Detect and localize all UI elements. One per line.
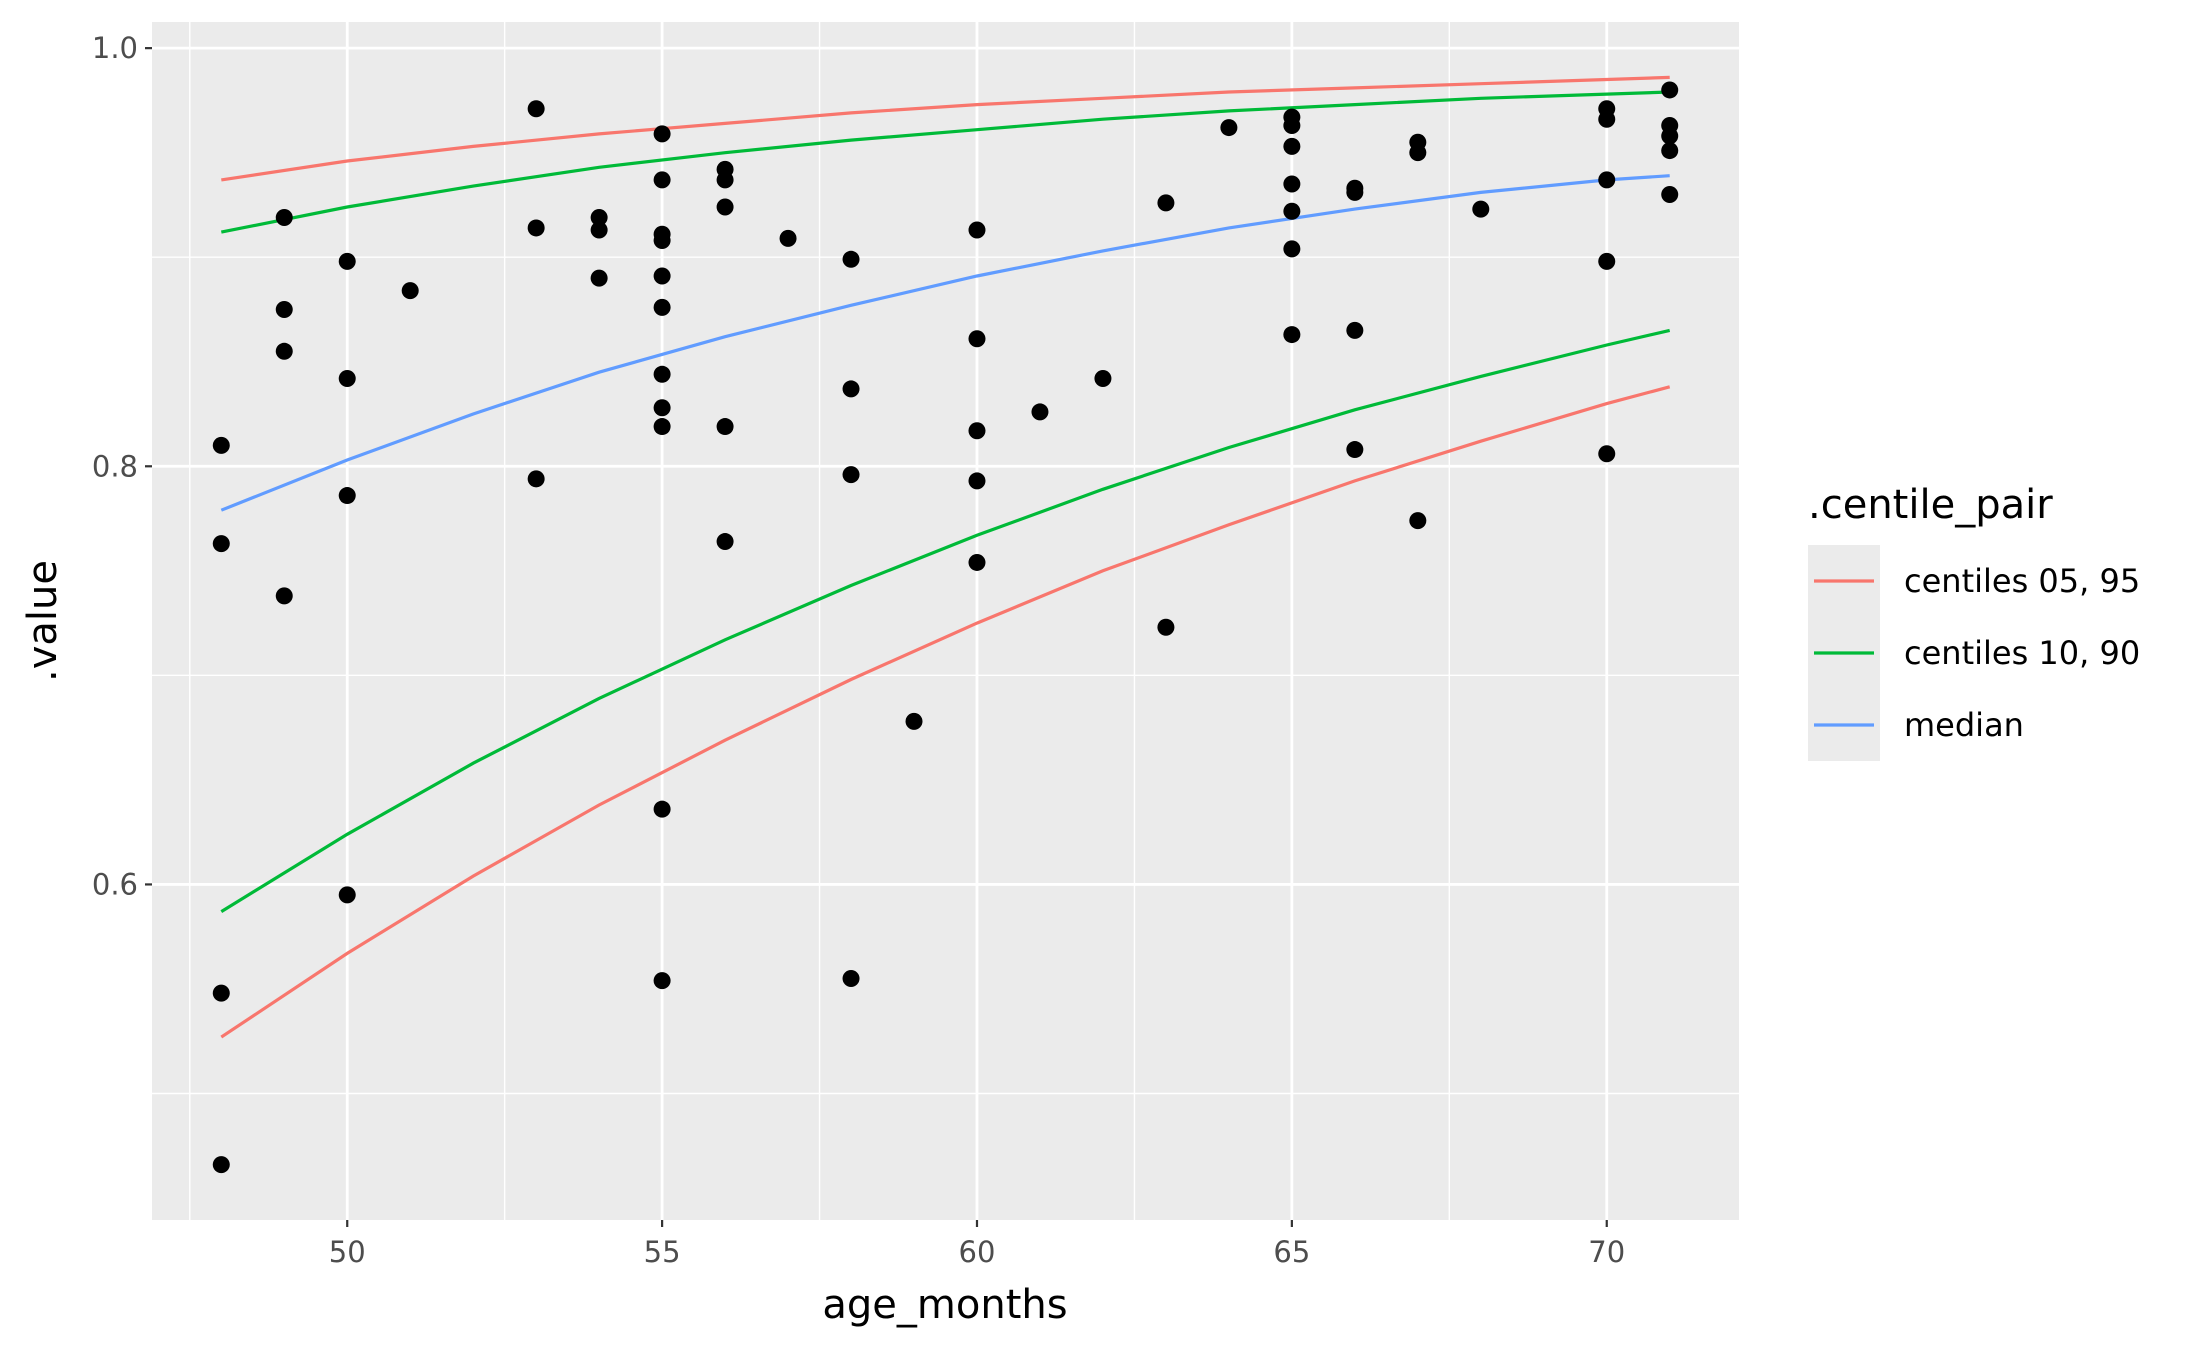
data-point bbox=[653, 171, 671, 189]
x-tick-label: 55 bbox=[644, 1235, 681, 1269]
data-point bbox=[968, 221, 986, 239]
axes: 50 55 60 65 70 0.6 0.8 1.0 bbox=[92, 31, 1625, 1269]
data-point bbox=[1283, 326, 1301, 344]
data-point bbox=[779, 229, 797, 247]
x-tick-label: 50 bbox=[329, 1235, 366, 1269]
data-point bbox=[1220, 119, 1238, 137]
data-point bbox=[527, 470, 545, 488]
data-point bbox=[1598, 171, 1616, 189]
data-point bbox=[212, 1156, 230, 1174]
data-point bbox=[842, 466, 860, 484]
centile-curves bbox=[220, 75, 1671, 1039]
data-point bbox=[275, 208, 293, 226]
data-point bbox=[1409, 144, 1427, 162]
data-point bbox=[842, 970, 860, 988]
data-point bbox=[968, 422, 986, 440]
data-point bbox=[968, 553, 986, 571]
data-point bbox=[1472, 200, 1490, 218]
data-point bbox=[1283, 137, 1301, 155]
curve-centiles-10-90 bbox=[220, 90, 1670, 234]
curve-median bbox=[220, 174, 1670, 512]
data-point bbox=[527, 219, 545, 237]
curve-centiles-05-95 bbox=[220, 385, 1671, 1039]
data-point bbox=[653, 267, 671, 285]
data-point bbox=[1598, 445, 1616, 463]
data-point bbox=[1661, 81, 1679, 99]
data-point bbox=[338, 252, 356, 270]
data-points bbox=[212, 81, 1679, 1174]
data-point bbox=[1409, 512, 1427, 530]
data-point bbox=[653, 800, 671, 818]
legend-items: centiles 05, 95 centiles 10, 90 median bbox=[1808, 545, 2140, 761]
y-tick-label: 0.8 bbox=[92, 449, 138, 483]
data-point bbox=[275, 300, 293, 318]
data-point bbox=[1031, 403, 1049, 421]
data-point bbox=[653, 231, 671, 249]
x-tick-label: 65 bbox=[1273, 1235, 1310, 1269]
x-tick-label: 60 bbox=[959, 1235, 996, 1269]
legend-label: median bbox=[1904, 706, 2024, 744]
data-point bbox=[1283, 240, 1301, 258]
curve-centiles-10-90 bbox=[220, 328, 1671, 913]
plot-panel bbox=[152, 22, 1739, 1220]
data-point bbox=[1346, 441, 1364, 459]
data-point bbox=[401, 282, 419, 300]
data-point bbox=[1661, 142, 1679, 160]
legend-label: centiles 05, 95 bbox=[1904, 562, 2140, 600]
data-point bbox=[1157, 194, 1175, 212]
data-point bbox=[968, 472, 986, 490]
data-point bbox=[653, 365, 671, 383]
data-point bbox=[1283, 202, 1301, 220]
data-point bbox=[1094, 369, 1112, 387]
data-point bbox=[1157, 618, 1175, 636]
data-point bbox=[905, 712, 923, 730]
data-point bbox=[212, 436, 230, 454]
data-point bbox=[1598, 252, 1616, 270]
data-point bbox=[716, 418, 734, 436]
data-point bbox=[653, 298, 671, 316]
data-point bbox=[716, 533, 734, 551]
y-axis-title: .value bbox=[20, 560, 66, 682]
data-point bbox=[653, 399, 671, 417]
data-point bbox=[653, 418, 671, 436]
data-point bbox=[1661, 185, 1679, 203]
legend: .centile_pair centiles 05, 95 centiles 10… bbox=[1808, 482, 2140, 761]
y-tick-label: 1.0 bbox=[92, 31, 138, 65]
data-point bbox=[1346, 183, 1364, 201]
data-point bbox=[1283, 175, 1301, 193]
legend-title: .centile_pair bbox=[1808, 482, 2053, 528]
data-point bbox=[716, 198, 734, 216]
data-point bbox=[338, 369, 356, 387]
data-point bbox=[1661, 127, 1679, 145]
data-point bbox=[653, 972, 671, 990]
data-point bbox=[1346, 321, 1364, 339]
data-point bbox=[590, 269, 608, 287]
data-point bbox=[212, 535, 230, 553]
x-tick-label: 70 bbox=[1588, 1235, 1625, 1269]
data-point bbox=[212, 984, 230, 1002]
data-point bbox=[338, 487, 356, 505]
data-point bbox=[590, 221, 608, 239]
curve-centiles-05-95 bbox=[221, 75, 1670, 182]
data-point bbox=[275, 342, 293, 360]
y-tick-label: 0.6 bbox=[92, 867, 138, 901]
data-point bbox=[527, 100, 545, 118]
data-point bbox=[842, 380, 860, 398]
x-axis-title: age_months bbox=[822, 1282, 1067, 1328]
data-point bbox=[716, 171, 734, 189]
data-point bbox=[338, 886, 356, 904]
data-point bbox=[1283, 116, 1301, 134]
data-point bbox=[590, 208, 608, 226]
data-point bbox=[275, 587, 293, 605]
data-point bbox=[653, 125, 671, 143]
minor-gridlines bbox=[152, 22, 1739, 1220]
data-point bbox=[1598, 110, 1616, 128]
legend-label: centiles 10, 90 bbox=[1904, 634, 2140, 672]
data-point bbox=[842, 250, 860, 268]
data-point bbox=[968, 330, 986, 348]
